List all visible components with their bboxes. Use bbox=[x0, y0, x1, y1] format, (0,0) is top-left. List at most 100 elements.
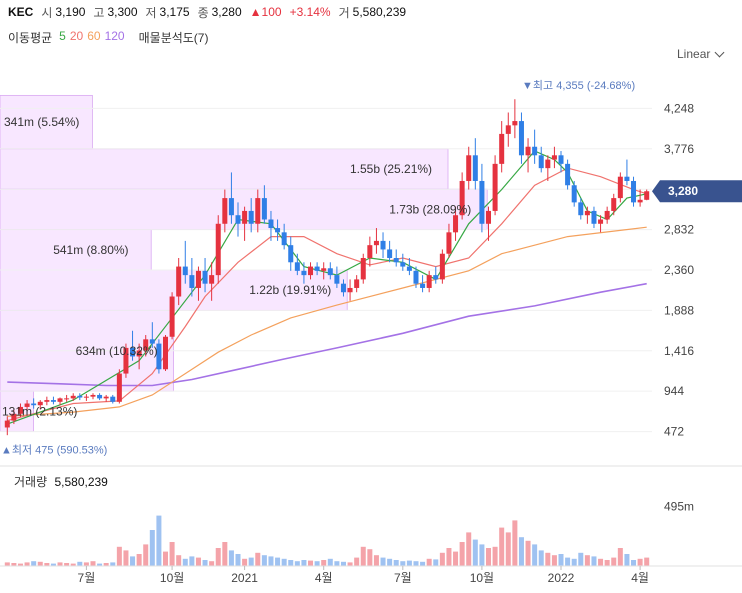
volume-bar bbox=[578, 552, 584, 566]
moving-average-legend[interactable]: 이동평균 5 20 60 120 매물분석도(7) bbox=[8, 29, 208, 46]
volume-bar bbox=[360, 546, 366, 566]
low-value: 3,175 bbox=[159, 5, 190, 19]
candle-body bbox=[598, 219, 604, 224]
volume-bar bbox=[130, 556, 136, 566]
candle-body bbox=[354, 279, 360, 288]
volume-bar bbox=[525, 540, 531, 566]
volume-bar bbox=[24, 562, 30, 566]
volume-profile-label: 634m (10.32%) bbox=[76, 344, 158, 358]
x-tick-label: 7월 bbox=[394, 571, 412, 585]
volume-bar bbox=[143, 544, 149, 566]
volume-bar bbox=[215, 548, 221, 566]
volume-bar bbox=[248, 557, 254, 566]
volume-bar bbox=[268, 556, 274, 566]
volume-bar bbox=[347, 562, 353, 566]
ma-5[interactable]: 5 bbox=[59, 29, 66, 43]
volume-bar bbox=[37, 561, 43, 566]
candle-body bbox=[44, 400, 50, 402]
volume-bar bbox=[64, 563, 70, 566]
volume-bar bbox=[97, 563, 103, 566]
candle-body bbox=[367, 245, 373, 259]
volume-bar bbox=[512, 520, 518, 566]
volume-bar bbox=[116, 546, 122, 566]
volume-profile-toggle[interactable]: 매물분석도(7) bbox=[138, 31, 209, 45]
volume-bar bbox=[281, 558, 287, 566]
chevron-down-icon bbox=[714, 47, 725, 58]
candle-body bbox=[64, 398, 70, 400]
candle-body bbox=[624, 176, 630, 181]
candle-body bbox=[565, 163, 571, 186]
y-tick-label: 944 bbox=[664, 384, 684, 398]
x-tick-label: 4월 bbox=[315, 571, 333, 585]
volume-profile-bar bbox=[0, 188, 488, 230]
volume-bar bbox=[294, 561, 300, 566]
candle-body bbox=[248, 210, 254, 224]
x-tick-label: 7월 bbox=[78, 571, 96, 585]
candle-body bbox=[77, 395, 83, 398]
ma-120[interactable]: 120 bbox=[104, 29, 125, 43]
scale-label: Linear bbox=[677, 47, 711, 61]
candle-body bbox=[294, 262, 300, 271]
close-label: 종 bbox=[197, 5, 209, 20]
volume-bar bbox=[314, 561, 320, 566]
candle-body bbox=[347, 287, 353, 293]
ma-20[interactable]: 20 bbox=[69, 29, 84, 43]
volume-bar bbox=[261, 555, 267, 566]
candle-body bbox=[136, 350, 142, 357]
candle-body bbox=[617, 176, 623, 199]
volume-bar bbox=[4, 562, 10, 566]
candle-body bbox=[301, 270, 307, 276]
volume-panel-value: 5,580,239 bbox=[54, 475, 108, 489]
candle-body bbox=[637, 199, 643, 203]
candle-body bbox=[400, 262, 406, 267]
candle-body bbox=[584, 210, 590, 216]
candle-body bbox=[281, 232, 287, 246]
candle-body bbox=[420, 283, 426, 288]
open-label: 시 bbox=[41, 5, 53, 20]
volume-bar bbox=[202, 560, 208, 566]
volume-profile-bar bbox=[0, 269, 348, 311]
candle-body bbox=[360, 258, 366, 280]
candle-body bbox=[479, 180, 485, 224]
open-value: 3,190 bbox=[55, 5, 86, 19]
volume-bar bbox=[308, 560, 314, 566]
volume-bar bbox=[492, 546, 498, 566]
volume-bar bbox=[110, 562, 116, 566]
candle-body bbox=[393, 258, 399, 263]
scale-dropdown[interactable]: Linear bbox=[677, 47, 725, 61]
candle-body bbox=[4, 420, 10, 428]
volume-bar bbox=[558, 554, 564, 566]
low-label: 저 bbox=[145, 5, 157, 20]
candle-body bbox=[288, 245, 294, 263]
volume-profile-label: 1.55b (25.21%) bbox=[350, 162, 432, 176]
candle-body bbox=[426, 275, 432, 288]
volume-bar bbox=[327, 558, 333, 566]
volume-bar bbox=[637, 558, 643, 566]
volume-profile-label: 1.22b (19.91%) bbox=[249, 283, 331, 297]
volume-bar bbox=[70, 563, 76, 566]
candle-body bbox=[182, 266, 188, 276]
candle-body bbox=[472, 155, 478, 181]
candle-body bbox=[195, 270, 201, 288]
volume-bar bbox=[439, 552, 445, 566]
candle-body bbox=[97, 394, 103, 399]
volume-bar bbox=[433, 559, 439, 566]
candle-body bbox=[275, 228, 281, 233]
volume-bar bbox=[169, 542, 175, 566]
volume-bar bbox=[453, 551, 459, 566]
volume-bar bbox=[380, 557, 386, 566]
volume-bar bbox=[50, 563, 56, 566]
ma-title: 이동평균 bbox=[8, 31, 53, 45]
volume-axis-tick: 495m bbox=[664, 500, 694, 514]
volume-bar bbox=[83, 562, 89, 566]
quote-header: KEC 시 3,190 고 3,300 저 3,175 종 3,280 ▲100… bbox=[8, 3, 414, 21]
candle-body bbox=[24, 403, 30, 407]
stock-name: KEC bbox=[8, 5, 34, 19]
candle-body bbox=[591, 210, 597, 224]
candle-body bbox=[439, 253, 445, 280]
ma-60[interactable]: 60 bbox=[87, 29, 101, 43]
y-tick-label: 3,776 bbox=[664, 142, 694, 156]
volume-bar bbox=[545, 552, 551, 566]
candle-body bbox=[571, 185, 577, 203]
